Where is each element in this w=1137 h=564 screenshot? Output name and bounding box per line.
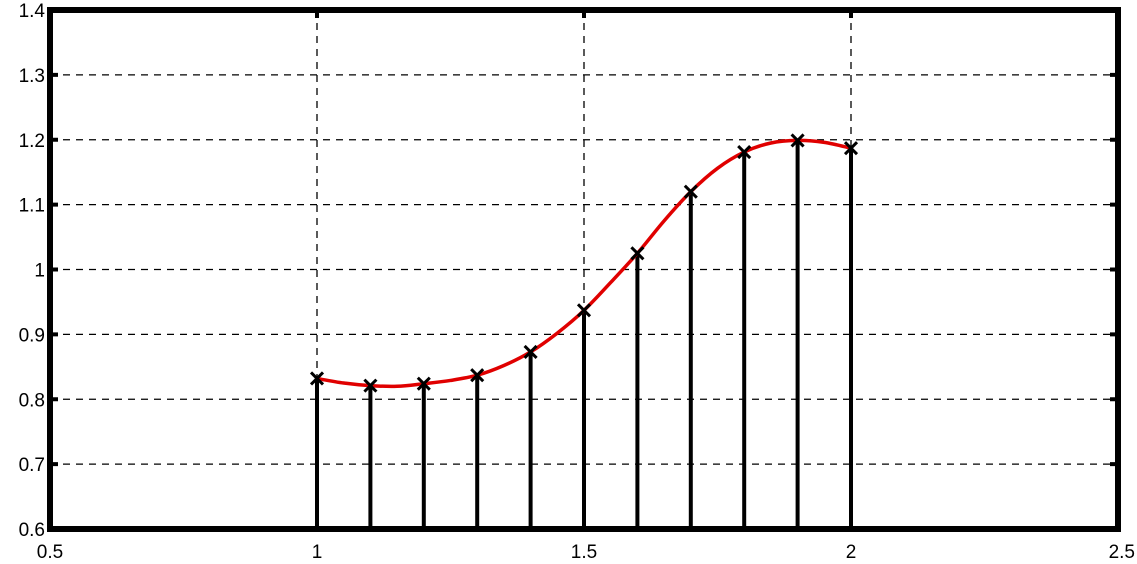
x-tick-label: 0.5 <box>37 542 63 563</box>
x-marker <box>470 368 485 383</box>
x-tick-label: 1.5 <box>571 542 597 563</box>
x-tick-label: 2.5 <box>1109 542 1135 563</box>
x-marker-stroke <box>576 303 592 318</box>
y-tick-label: 1.1 <box>19 196 45 217</box>
x-marker-stroke <box>470 368 485 383</box>
x-marker-stroke <box>790 133 805 148</box>
x-marker-stroke <box>843 141 859 156</box>
x-marker-stroke <box>630 246 645 261</box>
x-tick-label: 2 <box>846 542 857 563</box>
y-tick-label: 0.9 <box>19 325 45 346</box>
x-marker <box>576 303 592 318</box>
x-marker <box>309 371 325 386</box>
y-tick-label: 0.7 <box>19 455 45 476</box>
x-marker-stroke <box>363 378 378 393</box>
axis-ticks <box>48 8 1120 531</box>
x-marker <box>523 344 538 359</box>
x-marker <box>683 184 698 199</box>
y-tick-label: 0.6 <box>19 520 45 541</box>
x-marker <box>630 246 645 261</box>
x-marker-stroke <box>416 376 431 391</box>
x-tick-labels: 0.5 1 1.5 2 2.5 <box>37 542 1135 563</box>
x-marker-stroke <box>523 344 538 359</box>
x-marker <box>416 376 431 391</box>
y-tick-label: 1.3 <box>19 66 45 87</box>
y-tick-label: 1.2 <box>19 131 45 152</box>
stem-series <box>315 140 853 529</box>
y-tick-label: 0.8 <box>19 390 45 411</box>
marker-series <box>309 133 859 393</box>
x-marker <box>843 141 859 156</box>
x-marker <box>737 145 752 160</box>
x-marker <box>363 378 378 393</box>
x-marker-stroke <box>309 371 325 386</box>
y-tick-labels: 0.6 0.7 0.8 0.9 1 1.1 1.2 1.3 1.4 <box>19 1 46 541</box>
x-tick-label: 1 <box>312 542 323 563</box>
x-marker-stroke <box>683 184 698 199</box>
x-marker <box>790 133 805 148</box>
x-marker-stroke <box>737 145 752 160</box>
y-tick-label: 1 <box>34 261 45 282</box>
y-tick-label: 1.4 <box>19 1 46 22</box>
